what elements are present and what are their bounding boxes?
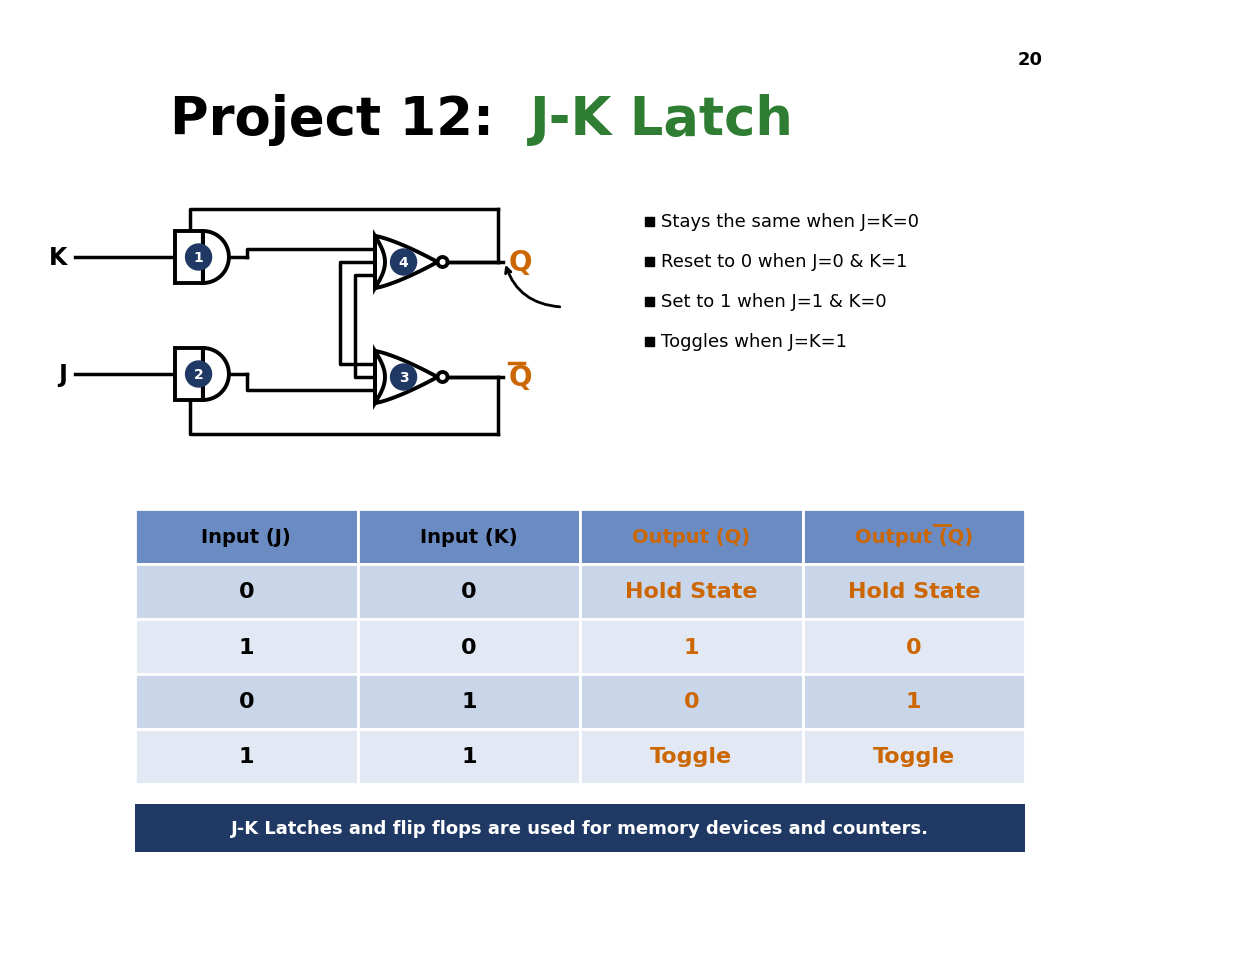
Bar	[135, 510, 357, 564]
Polygon shape	[175, 232, 228, 284]
Bar	[135, 729, 357, 784]
Text: 0: 0	[238, 582, 254, 602]
Polygon shape	[375, 352, 437, 403]
Text: Project 12:: Project 12:	[170, 94, 513, 146]
Text: Toggles when J=K=1: Toggles when J=K=1	[661, 333, 847, 351]
Bar	[645, 218, 655, 227]
Circle shape	[437, 257, 447, 268]
Text: 20: 20	[1018, 51, 1042, 69]
Bar	[357, 675, 580, 729]
Text: Output (Q): Output (Q)	[632, 527, 751, 546]
Bar	[645, 257, 655, 267]
Text: Hold State: Hold State	[625, 582, 757, 602]
Bar	[357, 510, 580, 564]
Text: 0: 0	[461, 637, 477, 657]
Text: Input (J): Input (J)	[201, 527, 291, 546]
Bar	[645, 297, 655, 307]
Text: 1: 1	[461, 692, 477, 712]
Bar	[580, 729, 803, 784]
Bar	[645, 337, 655, 347]
Bar	[135, 804, 1025, 852]
Circle shape	[390, 365, 416, 391]
Text: 1: 1	[238, 637, 254, 657]
Text: Q: Q	[509, 249, 532, 276]
Bar	[135, 564, 357, 619]
Bar	[135, 675, 357, 729]
Text: Reset to 0 when J=0 & K=1: Reset to 0 when J=0 & K=1	[661, 253, 908, 271]
Text: Input (K): Input (K)	[420, 527, 517, 546]
Text: 0: 0	[906, 637, 921, 657]
Text: J: J	[58, 363, 67, 387]
Text: 0: 0	[461, 582, 477, 602]
Bar	[357, 619, 580, 675]
Text: 1: 1	[194, 251, 204, 265]
Bar	[357, 729, 580, 784]
Polygon shape	[175, 349, 228, 400]
Text: Stays the same when J=K=0: Stays the same when J=K=0	[661, 213, 919, 231]
Bar	[803, 510, 1025, 564]
Text: 1: 1	[906, 692, 921, 712]
Text: J-K Latches and flip flops are used for memory devices and counters.: J-K Latches and flip flops are used for …	[231, 820, 929, 837]
Bar	[803, 564, 1025, 619]
Text: Q: Q	[509, 364, 532, 392]
Text: 1: 1	[683, 637, 699, 657]
Bar	[580, 564, 803, 619]
Bar	[803, 619, 1025, 675]
Polygon shape	[375, 236, 437, 289]
Text: 1: 1	[461, 747, 477, 767]
Text: 0: 0	[238, 692, 254, 712]
Circle shape	[185, 361, 211, 388]
Bar	[580, 675, 803, 729]
Bar	[580, 510, 803, 564]
Bar	[357, 564, 580, 619]
Bar	[135, 619, 357, 675]
Text: 3: 3	[399, 371, 409, 385]
Text: 1: 1	[238, 747, 254, 767]
Text: J-K Latch: J-K Latch	[530, 94, 794, 146]
Text: Set to 1 when J=1 & K=0: Set to 1 when J=1 & K=0	[661, 293, 887, 311]
Circle shape	[390, 250, 416, 275]
Bar	[580, 619, 803, 675]
Text: K: K	[48, 246, 67, 270]
Text: Output (Q): Output (Q)	[855, 527, 973, 546]
Text: 0: 0	[683, 692, 699, 712]
Text: Hold State: Hold State	[847, 582, 981, 602]
Text: 2: 2	[194, 368, 204, 381]
Text: 4: 4	[399, 255, 409, 270]
Circle shape	[185, 245, 211, 271]
Circle shape	[437, 373, 447, 382]
Text: Toggle: Toggle	[873, 747, 955, 767]
Bar	[803, 729, 1025, 784]
Bar	[803, 675, 1025, 729]
Text: Toggle: Toggle	[650, 747, 732, 767]
